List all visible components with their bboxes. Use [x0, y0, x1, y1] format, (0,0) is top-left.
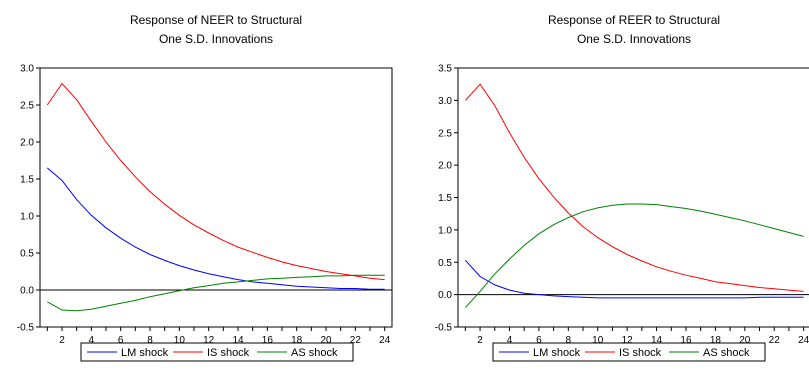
x-tick-label: 18	[291, 335, 303, 346]
x-tick-label: 6	[536, 335, 542, 346]
series-line-lm-shock	[465, 259, 804, 299]
x-tick-label: 22	[769, 335, 781, 346]
x-tick-label: 2	[59, 335, 65, 346]
y-tick-label: 1.0	[438, 225, 452, 236]
x-tick-label: 14	[651, 335, 663, 346]
legend-box	[80, 342, 354, 362]
series-line-as-shock	[47, 274, 385, 312]
legend-label-lm-shock: LM shock	[533, 347, 581, 359]
legend-label-as-shock: AS shock	[703, 347, 750, 359]
plot-frame	[457, 67, 809, 328]
x-tick-label: 24	[379, 335, 391, 346]
plot-frame	[39, 67, 393, 328]
x-tick-label: 20	[320, 335, 332, 346]
series-line-lm-shock	[46, 167, 385, 290]
legend-label-lm-shock: LM shock	[121, 347, 169, 359]
series-line-is-shock	[46, 82, 385, 281]
legend-label-is-shock: IS shock	[619, 347, 662, 359]
y-tick-label: 0.5	[438, 258, 452, 269]
legend: LM shock IS shock AS shock	[80, 342, 354, 362]
y-tick-label: 2.0	[438, 161, 452, 172]
y-tick-label: -0.5	[17, 323, 35, 334]
x-tick-label: 12	[622, 335, 634, 346]
x-tick-label: 16	[262, 335, 274, 346]
x-tick-label: 4	[507, 335, 513, 346]
chart-neer-panel: Response of NEER to Structural One S.D. I…	[17, 13, 393, 362]
y-tick-label: 2.5	[20, 101, 34, 112]
y-tick-label: -0.5	[435, 323, 453, 334]
x-tick-label: 18	[710, 335, 722, 346]
x-tick-label: 10	[592, 335, 604, 346]
x-tick-label: 22	[350, 335, 362, 346]
y-tick-label: 0.0	[438, 290, 452, 301]
x-tick-label: 8	[147, 335, 153, 346]
x-tick-label: 16	[680, 335, 692, 346]
y-tick-label: 1.5	[20, 175, 34, 186]
legend-label-as-shock: AS shock	[291, 347, 338, 359]
y-tick-label: 3.0	[438, 96, 452, 107]
series-line-as-shock	[465, 203, 804, 308]
y-tick-label: 2.5	[438, 128, 452, 139]
chart-reer-panel: Response of REER to Structural One S.D. I…	[435, 13, 809, 362]
y-tick-label: 1.5	[438, 193, 452, 204]
x-tick-label: 10	[174, 335, 186, 346]
y-tick-label: 0.0	[20, 286, 34, 297]
y-tick-label: 2.0	[20, 138, 34, 149]
x-tick-label: 24	[798, 335, 809, 346]
x-tick-label: 20	[739, 335, 751, 346]
y-tick-label: 3.5	[438, 64, 452, 75]
chart-title-line: Response of REER to Structural	[548, 13, 720, 27]
x-tick-label: 6	[118, 335, 124, 346]
x-tick-label: 2	[477, 335, 483, 346]
series-line-is-shock	[465, 83, 804, 292]
x-tick-label: 14	[232, 335, 244, 346]
legend: LM shock IS shock AS shock	[492, 342, 766, 362]
x-tick-label: 12	[203, 335, 215, 346]
legend-box	[492, 342, 766, 362]
chart-title-line: One S.D. Innovations	[577, 32, 691, 46]
y-tick-label: 1.0	[20, 212, 34, 223]
legend-label-is-shock: IS shock	[207, 347, 250, 359]
y-tick-label: 3.0	[20, 64, 34, 75]
chart-title-line: One S.D. Innovations	[159, 32, 273, 46]
x-tick-label: 4	[89, 335, 95, 346]
chart-title-line: Response of NEER to Structural	[130, 13, 302, 27]
x-tick-label: 8	[566, 335, 572, 346]
y-tick-label: 0.5	[20, 249, 34, 260]
